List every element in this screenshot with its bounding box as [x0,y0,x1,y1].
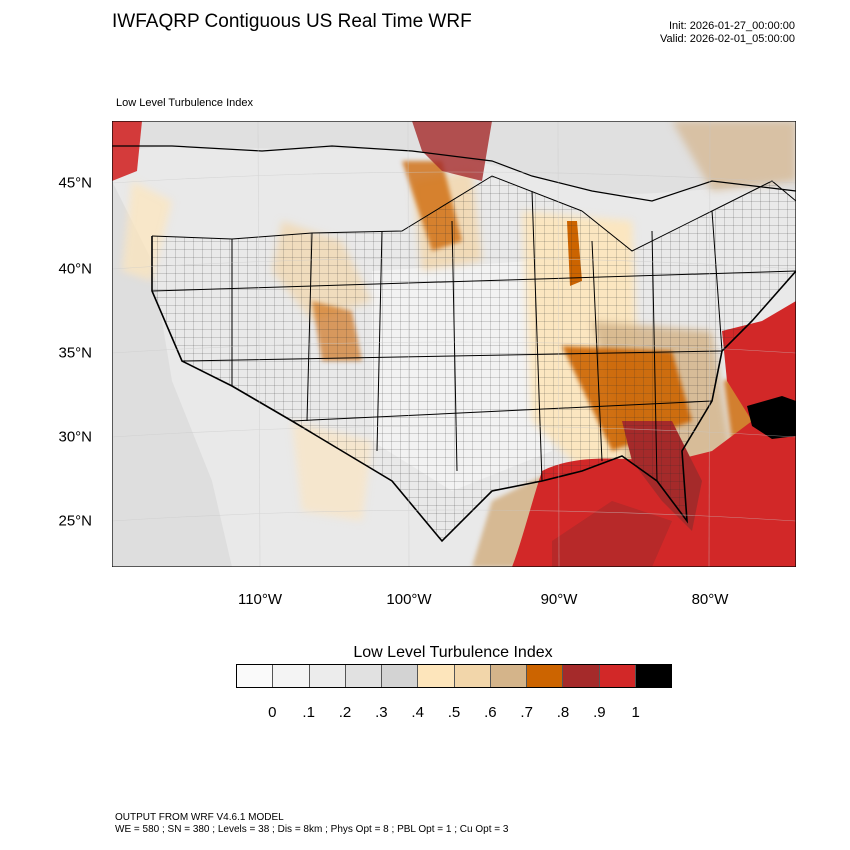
colorbar-box-10 [599,665,636,687]
model-config: WE = 580 ; SN = 380 ; Levels = 38 ; Dis … [115,824,509,835]
lon-label-80w: 80°W [691,591,729,608]
intl-border [112,145,796,202]
colorbar-label-6: .6 [484,704,497,721]
lat-label-35: 35°N [58,344,92,362]
colorbar-label-5: .5 [447,704,461,721]
init-time: Init: 2026-01-27_00:00:00 [669,20,795,32]
colorbar-box-4 [382,665,419,687]
field-canada [112,121,796,194]
lon-label-90w: 90°W [540,591,578,608]
us-coastline [151,236,796,543]
field-west-red [112,121,142,181]
colorbar [236,664,672,688]
lat-label-45: 45°N [58,174,92,192]
colorbar-box-2 [309,665,346,687]
lon-label-110w: 110°W [237,591,283,608]
colorbar-label-4: .4 [411,704,424,721]
county-lines [152,176,796,541]
colorbar-box-9 [563,665,600,687]
colorbar-label-0: 0 [268,704,277,721]
colorbar-box-3 [345,665,382,687]
lat-label-40: 40°N [58,260,92,278]
colorbar-box-7 [490,665,527,687]
field-gulf-darkred [552,501,672,567]
colorbar-label-10: 1 [631,704,640,721]
field-subtitle: Low Level Turbulence Index [116,97,253,109]
lat-label-30: 30°N [58,428,92,446]
colorbar-label-7: .7 [520,704,533,721]
colorbar-label-1: .1 [302,704,315,721]
plot-title: IWFAQRP Contiguous US Real Time WRF [112,11,472,32]
colorbar-label-9: .9 [593,704,606,721]
time-info: Init: 2026-01-27_00:00:00 Valid: 2026-02… [660,20,795,46]
colorbar-label-3: .3 [375,704,388,721]
colorbar-box-6 [454,665,491,687]
valid-time: Valid: 2026-02-01_05:00:00 [660,33,795,45]
turbulence-map [112,121,796,567]
colorbar-box-11 [635,665,671,687]
state-borders [151,175,796,482]
field-northern-red [412,121,492,181]
graticule [112,121,796,567]
colorbar-box-8 [527,665,564,687]
lat-label-25: 25°N [58,512,92,530]
colorbar-label-2: .2 [338,704,352,721]
model-version: OUTPUT FROM WRF V4.6.1 MODEL [115,812,284,823]
lon-label-100w: 100°W [386,591,432,608]
model-info: OUTPUT FROM WRF V4.6.1 MODEL WE = 580 ; … [115,812,508,836]
colorbar-label-8: .8 [556,704,570,721]
colorbar-box-1 [273,665,310,687]
colorbar-box-0 [237,665,274,687]
colorbar-title: Low Level Turbulence Index [353,644,553,661]
field-atlantic-black [747,396,796,439]
colorbar-box-5 [418,665,455,687]
